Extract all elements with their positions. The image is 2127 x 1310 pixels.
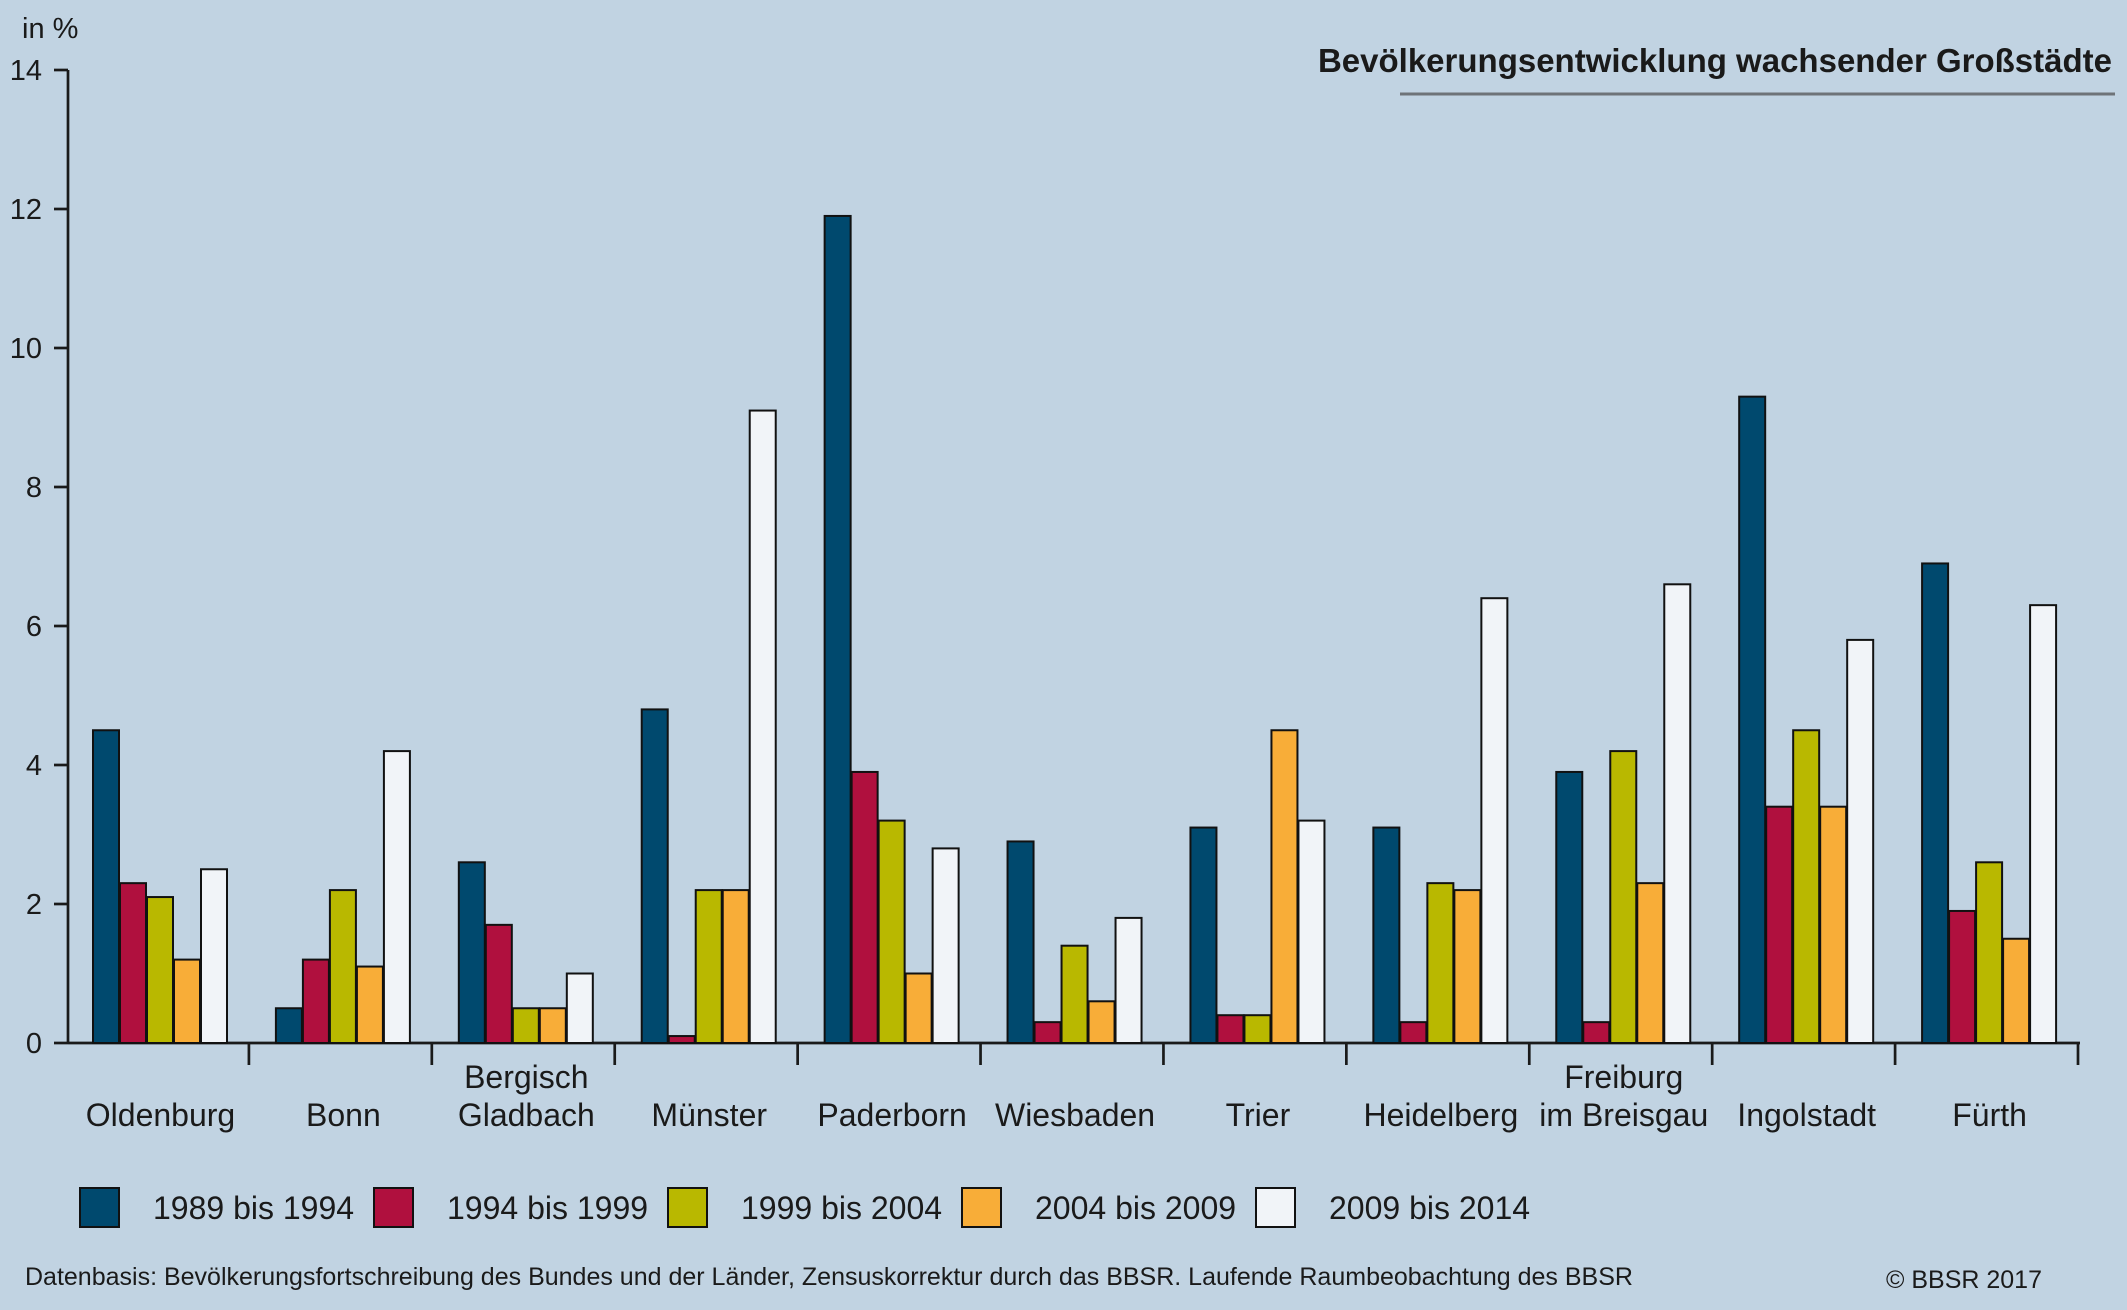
bar-4-0 bbox=[823, 214, 852, 1044]
category-label: Fürth bbox=[1952, 1097, 2027, 1133]
bar-0-0 bbox=[92, 729, 120, 1044]
category-label: Heidelberg bbox=[1363, 1097, 1518, 1133]
bar-0-3 bbox=[173, 958, 201, 1044]
bar-10-3 bbox=[2002, 937, 2031, 1044]
bar-8-2 bbox=[1609, 750, 1638, 1044]
chart-title: Bevölkerungsentwicklung wachsender Großs… bbox=[1318, 42, 2112, 79]
bar-6-3 bbox=[1270, 729, 1299, 1044]
bar-3-1 bbox=[667, 1035, 696, 1045]
bar-10-4 bbox=[2029, 604, 2058, 1045]
bar-6-0 bbox=[1189, 826, 1218, 1044]
legend-label: 1994 bis 1999 bbox=[447, 1190, 648, 1226]
bar-6-4 bbox=[1297, 819, 1326, 1044]
legend-swatch bbox=[373, 1187, 414, 1228]
bar-2-2 bbox=[511, 1007, 540, 1044]
bar-10-1 bbox=[1948, 909, 1977, 1045]
bar-5-2 bbox=[1060, 944, 1089, 1045]
category-label: im Breisgau bbox=[1539, 1097, 1708, 1133]
bar-7-0 bbox=[1372, 826, 1401, 1044]
bar-0-1 bbox=[119, 882, 147, 1045]
bar-10-2 bbox=[1975, 861, 2004, 1044]
bar-9-1 bbox=[1765, 805, 1794, 1045]
bar-1-3 bbox=[355, 965, 384, 1044]
bar-7-3 bbox=[1453, 889, 1482, 1044]
bar-4-3 bbox=[904, 972, 933, 1044]
bar-2-0 bbox=[457, 861, 486, 1044]
category-label: Münster bbox=[651, 1097, 767, 1133]
bar-8-0 bbox=[1555, 770, 1584, 1044]
y-tick-label: 4 bbox=[26, 750, 42, 782]
title-block: Bevölkerungsentwicklung wachsender Großs… bbox=[1318, 42, 2115, 96]
legend-swatch bbox=[667, 1187, 708, 1228]
legend: 1989 bis 1994 1994 bis 1999 1999 bis 2004 2… bbox=[79, 1187, 1530, 1228]
bar-8-4 bbox=[1663, 583, 1692, 1044]
bar-1-4 bbox=[382, 750, 411, 1044]
bar-3-3 bbox=[721, 889, 750, 1044]
data-source-note: Datenbasis: Bevölkerungsfortschreibung d… bbox=[25, 1263, 1633, 1291]
bar-2-4 bbox=[565, 972, 594, 1044]
bar-8-1 bbox=[1582, 1021, 1611, 1045]
legend-swatch bbox=[1255, 1187, 1296, 1228]
bar-9-4 bbox=[1846, 638, 1875, 1045]
bar-1-1 bbox=[301, 958, 330, 1044]
bar-5-3 bbox=[1087, 1000, 1116, 1044]
category-label: Freiburg bbox=[1564, 1059, 1683, 1095]
category-label: Paderborn bbox=[817, 1097, 966, 1133]
y-tick-label: 2 bbox=[26, 889, 42, 921]
bar-6-1 bbox=[1216, 1014, 1245, 1045]
legend-swatch bbox=[961, 1187, 1002, 1228]
bar-5-1 bbox=[1033, 1021, 1062, 1045]
bar-4-4 bbox=[931, 847, 960, 1045]
bar-2-3 bbox=[538, 1007, 567, 1044]
bar-5-4 bbox=[1114, 916, 1143, 1045]
legend-label: 2009 bis 2014 bbox=[1329, 1190, 1530, 1226]
y-tick-label: 8 bbox=[26, 472, 42, 504]
bar-7-4 bbox=[1480, 597, 1509, 1044]
legend-label: 2004 bis 2009 bbox=[1035, 1190, 1236, 1226]
bar-7-2 bbox=[1426, 882, 1455, 1045]
legend-label: 1999 bis 2004 bbox=[741, 1190, 942, 1226]
bar-7-1 bbox=[1399, 1021, 1428, 1045]
y-tick-label: 14 bbox=[10, 55, 42, 87]
bar-4-1 bbox=[850, 770, 879, 1044]
y-tick-label: 6 bbox=[26, 611, 42, 643]
bar-9-2 bbox=[1792, 729, 1821, 1044]
legend-swatch bbox=[79, 1187, 120, 1228]
category-label: Wiesbaden bbox=[995, 1097, 1155, 1133]
bar-10-0 bbox=[1921, 562, 1950, 1044]
y-tick-label: 10 bbox=[10, 333, 42, 365]
copyright-note: © BBSR 2017 bbox=[1886, 1266, 2042, 1294]
category-label: Oldenburg bbox=[86, 1097, 235, 1133]
bar-3-4 bbox=[748, 409, 777, 1044]
bar-9-0 bbox=[1738, 395, 1767, 1044]
legend-label: 1989 bis 1994 bbox=[153, 1190, 354, 1226]
bar-3-0 bbox=[640, 708, 669, 1045]
category-label: Gladbach bbox=[458, 1097, 595, 1133]
category-label: Bergisch bbox=[464, 1059, 589, 1095]
bar-5-0 bbox=[1006, 840, 1035, 1045]
bar-1-0 bbox=[274, 1007, 303, 1044]
bar-1-2 bbox=[328, 889, 357, 1044]
bar-2-1 bbox=[484, 923, 513, 1044]
bar-0-4 bbox=[200, 868, 228, 1044]
bar-4-2 bbox=[877, 819, 906, 1044]
bar-9-3 bbox=[1819, 805, 1848, 1045]
category-label: Ingolstadt bbox=[1737, 1097, 1876, 1133]
bars bbox=[92, 214, 2058, 1045]
bar-0-2 bbox=[146, 896, 174, 1044]
bar-6-2 bbox=[1243, 1014, 1272, 1045]
bar-3-2 bbox=[694, 889, 723, 1044]
y-tick-label: 0 bbox=[26, 1028, 42, 1060]
category-label: Bonn bbox=[306, 1097, 381, 1133]
category-label: Trier bbox=[1226, 1097, 1291, 1133]
bar-8-3 bbox=[1636, 882, 1665, 1045]
y-axis-unit-label: in % bbox=[22, 13, 78, 45]
y-tick-label: 12 bbox=[10, 194, 42, 226]
